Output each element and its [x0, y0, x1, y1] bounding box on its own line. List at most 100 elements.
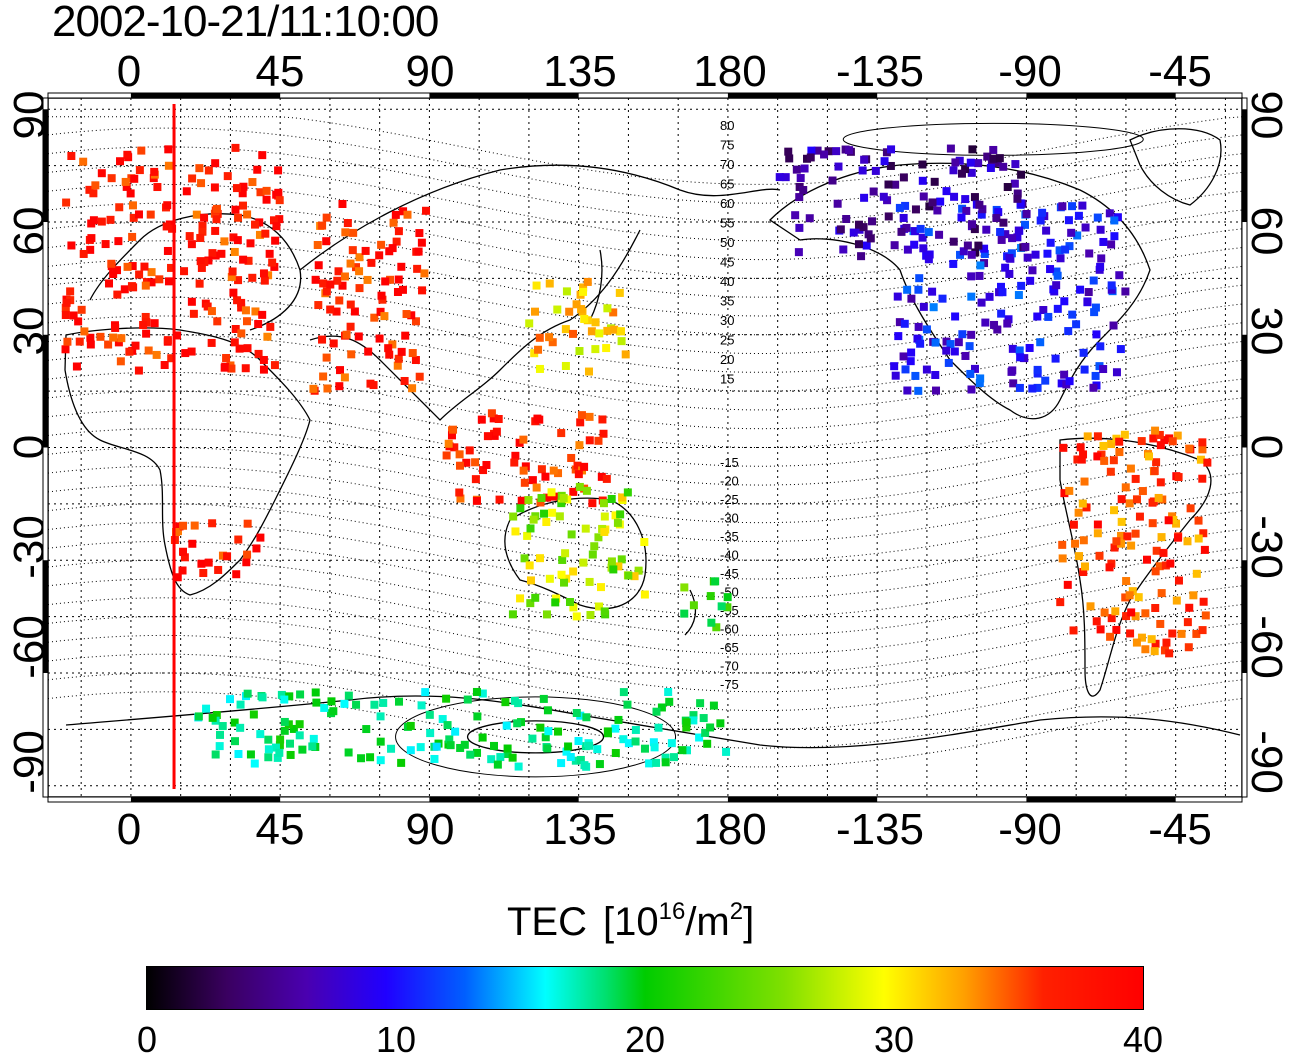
tec-sample [215, 742, 224, 751]
tec-sample [775, 173, 784, 182]
tec-sample [925, 250, 934, 259]
tec-sample [295, 720, 304, 729]
tec-sample [999, 162, 1008, 171]
tec-sample [215, 730, 224, 739]
tec-sample [188, 174, 197, 183]
tec-sample [235, 344, 244, 353]
tec-sample [86, 340, 95, 349]
tec-sample [366, 753, 375, 762]
tec-sample [914, 386, 923, 395]
tec-sample [89, 189, 98, 198]
tec-sample [172, 527, 181, 536]
tec-sample [645, 759, 654, 768]
tec-sample [495, 495, 504, 504]
tec-sample [993, 158, 1002, 167]
colorbar-tick: 30 [873, 1019, 915, 1060]
tec-sample [1008, 234, 1017, 243]
tec-sample [1064, 216, 1073, 225]
tec-sample [403, 210, 412, 219]
tec-sample [128, 262, 137, 271]
greenland-outline [1129, 128, 1222, 206]
tec-sample [107, 259, 116, 268]
tec-sample [1200, 545, 1209, 554]
tec-sample [1099, 441, 1108, 450]
tec-sample [96, 332, 105, 341]
tec-sample [795, 223, 804, 232]
tec-sample [473, 748, 482, 757]
tec-sample [935, 230, 944, 239]
tec-sample [535, 333, 544, 342]
tec-sample [951, 158, 960, 167]
tec-sample [1131, 474, 1140, 483]
tec-sample [128, 201, 137, 210]
tec-sample [796, 174, 805, 183]
tec-sample [634, 566, 643, 575]
tec-sample [682, 718, 691, 727]
tec-sample [624, 739, 633, 748]
tec-sample [298, 745, 307, 754]
tec-sample [259, 365, 268, 374]
tec-sample [91, 181, 100, 190]
tec-sample [990, 320, 999, 329]
tec-sample [699, 714, 708, 723]
magnetic-lat-label: 70 [720, 157, 734, 172]
tec-sample [795, 193, 804, 202]
tec-sample [1001, 230, 1010, 239]
tec-sample [1100, 608, 1109, 617]
tec-sample [379, 698, 388, 707]
tec-sample [243, 689, 252, 698]
tec-sample [1135, 512, 1144, 521]
tec-sample [689, 716, 698, 725]
tec-sample [233, 236, 242, 245]
colorbar-tick: 10 [375, 1019, 417, 1060]
tec-sample [227, 272, 236, 281]
tec-sample [173, 573, 182, 582]
tec-sample [534, 345, 543, 354]
colorbar-unit-suffix: ] [743, 900, 755, 944]
tec-sample [243, 519, 252, 528]
tec-sample [580, 462, 589, 471]
tec-sample [970, 364, 979, 373]
tec-sample [547, 488, 556, 497]
tec-sample [1185, 603, 1194, 612]
tec-sample [229, 233, 238, 242]
tec-sample [181, 349, 190, 358]
tec-sample [836, 225, 845, 234]
tec-sample [680, 609, 689, 618]
tec-sample [919, 244, 928, 253]
tec-sample [80, 327, 89, 336]
tec-sample [139, 320, 148, 329]
tec-sample [946, 340, 955, 349]
tec-sample [280, 726, 289, 735]
tec-sample [615, 288, 624, 297]
tec-sample [1120, 430, 1129, 439]
tec-sample [275, 215, 284, 224]
tec-sample [509, 512, 518, 521]
tec-sample [519, 466, 528, 475]
tec-sample [575, 441, 584, 450]
tec-sample [213, 317, 222, 326]
tec-sample [1079, 348, 1088, 357]
tec-sample [929, 303, 938, 312]
tec-sample [961, 195, 970, 204]
tec-sample [487, 755, 496, 764]
tec-sample [311, 688, 320, 697]
tec-sample [280, 695, 289, 704]
tec-sample [246, 750, 255, 759]
tec-sample [911, 371, 920, 380]
tec-sample [579, 287, 588, 296]
tec-sample [891, 371, 900, 380]
tec-sample [264, 735, 273, 744]
tec-sample [545, 279, 554, 288]
tec-sample [975, 271, 984, 280]
tec-sample [1177, 629, 1186, 638]
tec-sample [680, 583, 689, 592]
right-edge-segment [1242, 334, 1247, 448]
tec-sample [542, 518, 551, 527]
tec-sample [1013, 233, 1022, 242]
tec-sample [318, 221, 327, 230]
tec-sample [129, 213, 138, 222]
tec-sample [1152, 546, 1161, 555]
tec-sample [89, 216, 98, 225]
tec-sample [456, 494, 465, 503]
